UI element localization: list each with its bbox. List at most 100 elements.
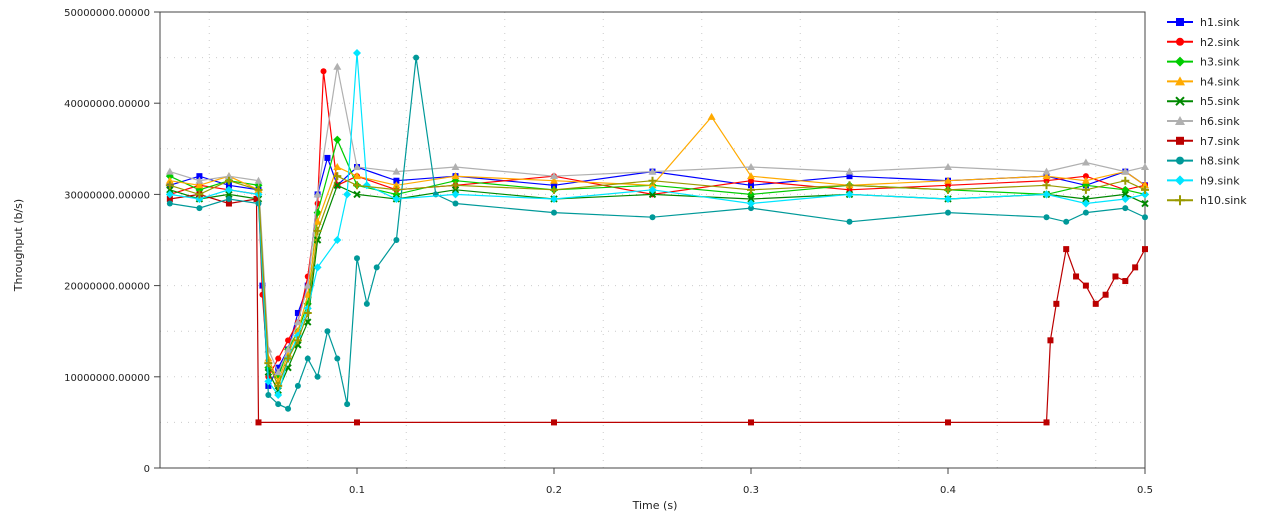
data-point-h1-sink: [748, 182, 754, 189]
data-point-h9-sink: [648, 185, 657, 194]
data-point-h7-sink: [1102, 291, 1109, 298]
legend-item-h10-sink: h10.sink: [1167, 194, 1247, 207]
data-point-h7-sink: [1043, 419, 1050, 426]
series-h8-sink: [166, 54, 1148, 412]
data-point-h1-sink: [225, 182, 232, 189]
x-tick-label: 0.4: [940, 485, 956, 496]
data-point-h2-sink: [275, 355, 282, 362]
y-tick-label: 0: [144, 464, 150, 475]
data-point-h6-sink: [392, 167, 401, 175]
data-point-h7-sink: [945, 419, 951, 426]
data-point-h10-sink: [264, 359, 273, 368]
data-point-h8-sink: [413, 54, 420, 61]
legend-swatch-marker: [1176, 18, 1184, 26]
legend-label: h8.sink: [1200, 155, 1240, 168]
legend-item-h8-sink: h8.sink: [1167, 155, 1240, 168]
data-point-h10-sink: [1121, 176, 1130, 185]
data-point-h8-sink: [748, 205, 754, 212]
data-point-h9-sink: [224, 185, 233, 194]
data-point-h9-sink: [944, 194, 952, 203]
data-point-h7-sink: [255, 419, 262, 426]
data-point-h7-sink: [1092, 300, 1099, 307]
data-point-h9-sink: [353, 49, 361, 58]
data-point-h4-sink: [392, 181, 401, 189]
legend-swatch-marker: [1176, 136, 1184, 145]
legend-item-h3-sink: h3.sink: [1167, 56, 1240, 69]
data-point-h10-sink: [195, 190, 204, 199]
data-point-h10-sink: [451, 181, 460, 190]
data-point-h2-sink: [1082, 173, 1089, 180]
data-point-h8-sink: [166, 200, 173, 207]
data-point-h9-sink: [845, 190, 854, 199]
data-point-h8-sink: [304, 355, 311, 362]
data-point-h7-sink: [1053, 300, 1060, 307]
data-point-h6-sink: [293, 318, 302, 326]
data-point-h8-sink: [551, 209, 557, 216]
data-point-h4-sink: [353, 172, 361, 180]
legend-swatch-marker: [1176, 156, 1184, 165]
data-point-h6-sink: [747, 163, 755, 171]
data-point-h10-sink: [333, 172, 342, 181]
data-point-h8-sink: [452, 200, 459, 207]
legend-item-h9-sink: h9.sink: [1167, 174, 1240, 187]
data-point-h5-sink: [1082, 195, 1090, 203]
data-point-h4-sink: [195, 181, 204, 189]
data-point-h8-sink: [1122, 205, 1129, 212]
data-point-h1-sink: [196, 173, 203, 180]
data-point-h10-sink: [303, 308, 312, 317]
data-point-h10-sink: [274, 381, 283, 390]
data-point-h9-sink: [451, 190, 460, 199]
data-point-h6-sink: [274, 368, 283, 376]
data-point-h9-sink: [274, 391, 283, 400]
data-point-h10-sink: [284, 354, 293, 363]
legend-swatch-marker: [1175, 195, 1185, 206]
data-point-h6-sink: [224, 172, 233, 180]
data-point-h10-sink: [1141, 185, 1149, 194]
data-point-h4-sink: [293, 327, 302, 335]
data-point-h7-sink: [1047, 337, 1054, 344]
data-point-h7-sink: [1122, 278, 1129, 285]
data-point-h7-sink: [1063, 246, 1070, 253]
data-point-h5-sink: [648, 190, 657, 199]
data-point-h8-sink: [196, 205, 203, 212]
data-point-h6-sink: [845, 167, 854, 175]
data-point-h6-sink: [550, 172, 558, 180]
legend-swatch-marker: [1175, 56, 1185, 67]
data-point-h9-sink: [195, 194, 204, 203]
data-point-h10-sink: [224, 176, 233, 185]
data-point-h2-sink: [285, 337, 292, 344]
plot-frame: [159, 11, 1146, 469]
data-point-h10-sink: [353, 181, 361, 190]
data-point-h8-sink: [344, 401, 351, 408]
data-point-h9-sink: [747, 199, 755, 208]
data-point-h10-sink: [747, 185, 755, 194]
data-point-h7-sink: [1112, 273, 1119, 280]
data-point-h8-sink: [334, 355, 341, 362]
data-point-h5-sink: [166, 186, 174, 194]
data-point-h6-sink: [451, 163, 460, 171]
data-point-h7-sink: [1073, 273, 1080, 280]
y-tick-label: 50000000.00000: [64, 8, 150, 19]
data-point-h7-sink: [1132, 264, 1139, 271]
data-point-h2-sink: [846, 186, 853, 193]
data-point-h6-sink: [1081, 158, 1090, 166]
data-point-h6-sink: [195, 176, 204, 184]
x-tick-label: 0.5: [1137, 485, 1153, 496]
data-point-h9-sink: [1042, 190, 1051, 199]
data-point-h8-sink: [373, 264, 380, 271]
data-point-h8-sink: [1063, 218, 1070, 225]
data-point-h4-sink: [747, 172, 755, 180]
data-point-h2-sink: [1043, 177, 1050, 184]
data-point-h4-sink: [944, 176, 952, 184]
legend-item-h4-sink: h4.sink: [1167, 75, 1240, 88]
data-point-h4-sink: [333, 163, 342, 171]
data-point-h7-sink: [1082, 282, 1089, 289]
data-point-h10-sink: [944, 185, 952, 194]
data-point-h9-sink: [1121, 194, 1130, 203]
data-point-h9-sink: [550, 194, 558, 203]
data-point-h8-sink: [393, 237, 400, 243]
data-point-h4-sink: [1141, 181, 1149, 189]
legend-item-h1-sink: h1.sink: [1167, 16, 1240, 29]
legend-item-h7-sink: h7.sink: [1167, 135, 1240, 148]
